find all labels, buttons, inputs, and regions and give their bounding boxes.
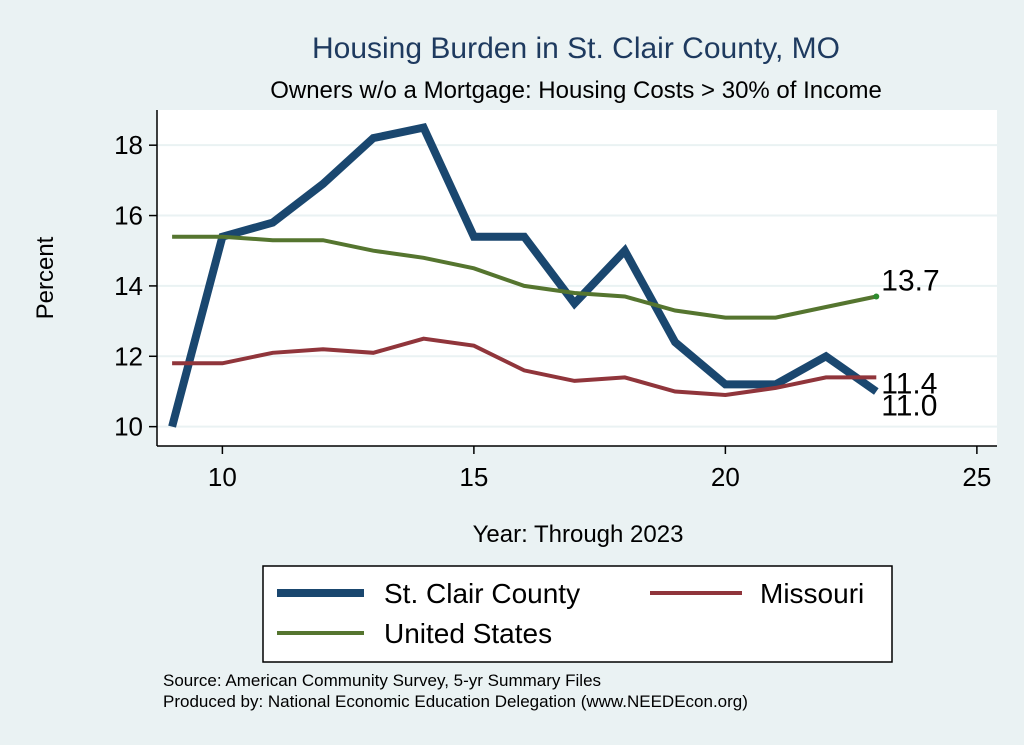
y-tick-label-18: 18 — [114, 130, 143, 160]
legend-box — [262, 565, 893, 663]
y-tick-label-16: 16 — [114, 201, 143, 231]
y-axis-label: Percent — [32, 236, 59, 319]
series-line-st-clair-county — [168, 123, 879, 428]
y-ticks: 10 12 14 16 18 — [114, 130, 157, 442]
plot-area — [157, 110, 997, 446]
legend: St. Clair County Missouri United States — [262, 565, 893, 663]
source-line: Source: American Community Survey, 5-yr … — [163, 671, 601, 690]
y-tick-label-12: 12 — [114, 341, 143, 371]
x-tick-label-20: 20 — [711, 462, 740, 492]
legend-label-missouri: Missouri — [760, 578, 864, 609]
x-axis-label: Year: Through 2023 — [473, 521, 684, 548]
x-tick-label-25: 25 — [962, 462, 991, 492]
end-point-united-states — [873, 293, 880, 300]
chart-subtitle: Owners w/o a Mortgage: Housing Costs > 3… — [270, 77, 882, 104]
end-label-united-states: 13.7 — [881, 264, 939, 297]
legend-label-united-states: United States — [384, 618, 552, 649]
y-tick-label-10: 10 — [114, 412, 143, 442]
produced-by-line: Produced by: National Economic Education… — [163, 692, 748, 711]
gridlines — [157, 144, 997, 428]
end-labels: 11.011.4 13.7 — [873, 264, 940, 422]
series-lines — [168, 123, 879, 428]
chart-title: Housing Burden in St. Clair County, MO — [312, 32, 840, 65]
y-tick-label-14: 14 — [114, 271, 143, 301]
end-label-missouri: 11.4 — [881, 367, 937, 400]
x-tick-label-15: 15 — [459, 462, 488, 492]
x-ticks: 10 15 20 25 — [208, 446, 991, 492]
series-line-united-states — [172, 234, 877, 320]
series-line-missouri — [172, 336, 877, 398]
x-tick-label-10: 10 — [208, 462, 237, 492]
end-label-st-clair-county: 11.0 — [881, 389, 937, 422]
legend-label-st-clair: St. Clair County — [384, 578, 580, 609]
